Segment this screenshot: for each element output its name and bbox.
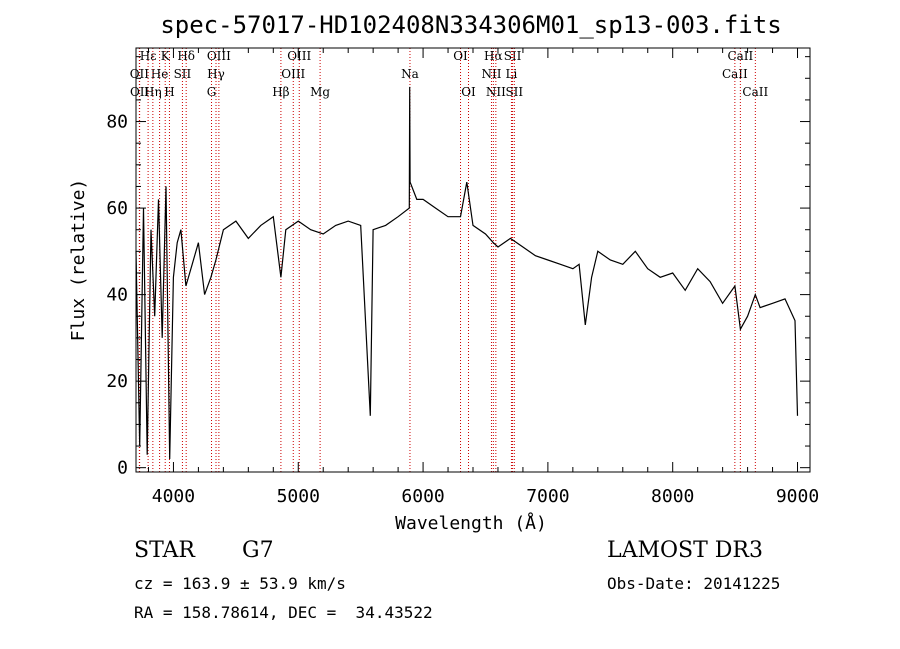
spectral-line-label: Hα bbox=[484, 49, 503, 63]
spectral-line-label: Hβ bbox=[272, 85, 289, 99]
x-tick-label: 5000 bbox=[277, 486, 320, 507]
x-tick-label: 4000 bbox=[152, 486, 195, 507]
spectral-line-label: Na bbox=[401, 67, 419, 81]
spectral-line-label: G bbox=[207, 85, 217, 99]
spectral-line-label: SII bbox=[504, 49, 522, 63]
spectral-line-label: CaII bbox=[727, 49, 753, 63]
spectral-line-label: CaII bbox=[742, 85, 768, 99]
y-tick-label: 20 bbox=[106, 371, 128, 392]
object-subclass: G7 bbox=[242, 538, 274, 563]
spectral-line-label: Mg bbox=[310, 85, 330, 99]
chart-title: spec-57017-HD102408N334306M01_sp13-003.f… bbox=[160, 11, 781, 39]
spectrum-flux-line bbox=[135, 86, 799, 460]
x-tick-label: 6000 bbox=[401, 486, 444, 507]
spectral-line-label: Hε bbox=[140, 49, 157, 63]
spectral-line-label: OIII bbox=[287, 49, 311, 63]
x-tick-label: 9000 bbox=[776, 486, 819, 507]
spectral-line-label: OI bbox=[461, 85, 476, 99]
spectral-line-label: Hδ bbox=[177, 49, 195, 63]
y-tick-label: 40 bbox=[106, 285, 128, 306]
survey-name: LAMOST DR3 bbox=[607, 538, 763, 563]
spectral-line-label: H bbox=[164, 85, 174, 99]
spectral-line-label: Hη bbox=[144, 85, 162, 99]
spectral-line-label: He bbox=[151, 67, 169, 81]
spectral-line-label: SII bbox=[505, 85, 523, 99]
x-tick-label: 7000 bbox=[526, 486, 569, 507]
redshift-value: cz = 163.9 ± 53.9 km/s bbox=[134, 574, 346, 593]
spectral-line-label: NII bbox=[481, 67, 501, 81]
spectral-line-label: NII bbox=[486, 85, 506, 99]
spectral-line-label: OIII bbox=[207, 49, 231, 63]
y-tick-label: 80 bbox=[106, 112, 128, 133]
y-axis-label: Flux (relative) bbox=[68, 179, 89, 342]
spectral-line-label: OI bbox=[453, 49, 468, 63]
plot-frame bbox=[135, 47, 811, 473]
y-tick-label: 0 bbox=[117, 458, 128, 479]
spectral-line-label: Hγ bbox=[207, 67, 225, 81]
observation-date: Obs-Date: 20141225 bbox=[607, 574, 781, 593]
spectral-line-label: CaII bbox=[722, 67, 748, 81]
spectral-line-label: SII bbox=[174, 67, 192, 81]
object-class: STAR bbox=[134, 538, 195, 563]
spectral-line-label: OII bbox=[130, 67, 150, 81]
spectral-line-label: Li bbox=[506, 67, 518, 81]
y-tick-label: 60 bbox=[106, 198, 128, 219]
x-tick-label: 8000 bbox=[651, 486, 694, 507]
spectral-line-label: OII bbox=[130, 85, 150, 99]
x-axis-label: Wavelength (Å) bbox=[395, 512, 547, 534]
coordinates: RA = 158.78614, DEC = 34.43522 bbox=[134, 603, 433, 622]
spectral-line-label: OIII bbox=[281, 67, 305, 81]
spectral-line-label: K bbox=[161, 49, 171, 63]
